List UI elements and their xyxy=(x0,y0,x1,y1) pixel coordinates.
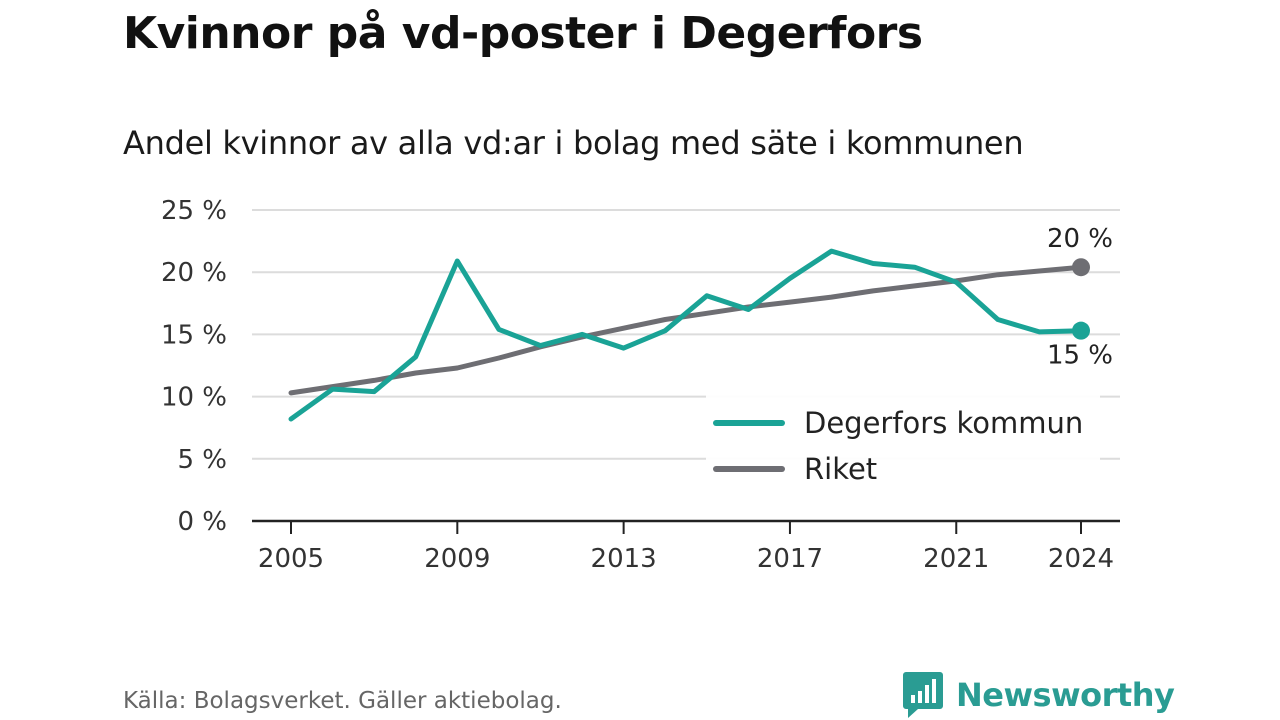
source-note: Källa: Bolagsverket. Gäller aktiebolag. xyxy=(123,688,562,714)
x-axis: 2005 2009 2013 2017 2021 2024 xyxy=(252,519,1120,574)
y-tick-label: 5 % xyxy=(177,445,227,475)
end-labels: 15 % 20 % xyxy=(1047,224,1113,370)
chart-title: Kvinnor på vd-poster i Degerfors xyxy=(123,8,923,59)
series-line xyxy=(288,248,1084,422)
y-tick-label: 20 % xyxy=(161,258,227,288)
x-tick-label: 2017 xyxy=(757,544,823,574)
x-tick-label: 2024 xyxy=(1048,544,1114,574)
series-end-marker xyxy=(1072,321,1090,340)
y-tick-label: 10 % xyxy=(161,383,227,413)
x-tick-label: 2005 xyxy=(258,544,324,574)
x-tick-label: 2021 xyxy=(923,544,989,574)
series-end-label: 15 % xyxy=(1047,341,1113,371)
y-tick-label: 15 % xyxy=(161,320,227,350)
legend: Degerfors kommun Riket xyxy=(706,394,1100,498)
series-end-marker xyxy=(1072,258,1090,277)
legend-background xyxy=(706,394,1100,498)
brand: Newsworthy xyxy=(902,670,1175,720)
brand-name: Newsworthy xyxy=(956,676,1175,714)
y-tick-label: 0 % xyxy=(177,507,227,537)
legend-label: Riket xyxy=(804,452,877,486)
x-tick-label: 2009 xyxy=(424,544,490,574)
series-end-label: 20 % xyxy=(1047,224,1113,254)
chart-subtitle: Andel kvinnor av alla vd:ar i bolag med … xyxy=(123,124,1024,162)
y-axis: 0 % 5 % 10 % 15 % 20 % 25 % xyxy=(161,196,227,537)
x-tick-label: 2013 xyxy=(591,544,657,574)
y-tick-label: 25 % xyxy=(161,196,227,226)
series-group xyxy=(288,248,1090,422)
newsworthy-logo-icon xyxy=(903,672,943,718)
legend-label: Degerfors kommun xyxy=(804,406,1083,440)
